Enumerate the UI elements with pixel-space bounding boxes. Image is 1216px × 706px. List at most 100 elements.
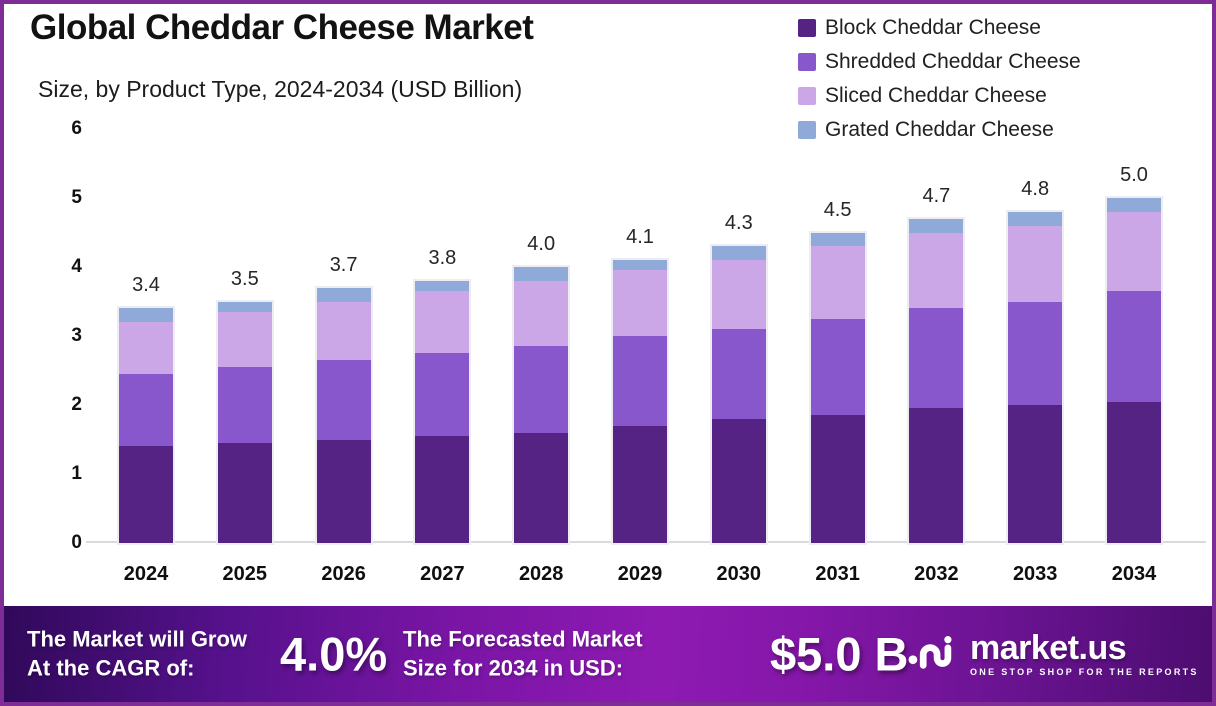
cagr-label: The Market will Grow At the CAGR of:	[27, 625, 247, 682]
legend-swatch-icon	[798, 120, 816, 139]
y-axis-tick: 6	[71, 118, 82, 139]
x-axis-tick-2025: 2025	[222, 563, 268, 585]
y-axis-tick: 5	[71, 187, 82, 208]
bar-segment-block-2024	[119, 446, 173, 543]
bar-2030	[709, 244, 768, 545]
bar-segment-grated-2034	[1107, 198, 1161, 212]
bar-2028	[512, 265, 571, 545]
total-label-2024: 3.4	[132, 274, 160, 297]
x-axis-tick-2030: 2030	[716, 563, 762, 585]
bar-segment-block-2030	[711, 418, 766, 543]
bar-segment-block-2028	[514, 432, 569, 543]
bar-segment-shredded-2025	[217, 367, 272, 443]
total-label-2030: 4.3	[724, 212, 753, 235]
bar-segment-grated-2027	[415, 280, 470, 292]
legend-swatch-icon	[798, 18, 816, 37]
bar-2029	[611, 258, 669, 545]
bar-2025	[215, 299, 274, 545]
legend-label: Block Cheddar Cheese	[825, 15, 1041, 39]
x-axis-tick-2027: 2027	[420, 563, 465, 585]
brand-text: market.us ONE STOP SHOP FOR THE REPORTS	[970, 631, 1199, 677]
bar-segment-sliced-2034	[1107, 211, 1161, 292]
bar-segment-grated-2030	[711, 246, 766, 261]
x-axis-tick-2031: 2031	[815, 563, 860, 585]
legend-item: Grated Cheddar Cheese	[798, 118, 1081, 141]
bar-segment-shredded-2032	[909, 308, 964, 409]
brand-logo: market.us ONE STOP SHOP FOR THE REPORTS	[908, 631, 1199, 677]
x-axis-tick-2024: 2024	[123, 563, 169, 585]
bar-segment-sliced-2032	[909, 232, 964, 309]
total-label-2031: 4.5	[823, 198, 852, 221]
bar-segment-sliced-2024	[119, 322, 173, 374]
bar-2031	[808, 230, 867, 545]
y-axis-tick: 2	[71, 394, 82, 415]
y-axis-tick: 3	[71, 325, 82, 346]
bar-segment-sliced-2030	[711, 260, 766, 330]
total-label-2032: 4.7	[922, 184, 951, 207]
bar-segment-sliced-2025	[217, 311, 272, 368]
total-label-2025: 3.5	[230, 267, 259, 290]
legend-item: Shredded Cheddar Cheese	[798, 50, 1081, 73]
x-axis-tick-2029: 2029	[617, 563, 663, 585]
legend-label: Shredded Cheddar Cheese	[825, 49, 1081, 73]
bar-2032	[907, 216, 966, 545]
bar-segment-shredded-2027	[415, 353, 470, 437]
bar-2034	[1105, 196, 1163, 545]
forecast-value: $5.0 B	[770, 627, 909, 681]
forecast-label-line1: The Forecasted Market	[403, 626, 643, 652]
x-axis-tick-2032: 2032	[914, 563, 959, 585]
bar-segment-grated-2025	[217, 301, 272, 312]
y-axis-tick: 4	[71, 256, 82, 277]
bar-segment-sliced-2029	[613, 270, 667, 337]
total-label-2027: 3.8	[428, 246, 457, 269]
bar-segment-shredded-2029	[613, 336, 667, 426]
total-label-2028: 4.0	[527, 233, 556, 255]
bar-segment-shredded-2024	[119, 373, 173, 447]
bar-2024	[117, 306, 175, 545]
forecast-label: The Forecasted Market Size for 2034 in U…	[403, 625, 643, 682]
total-label-2029: 4.1	[626, 226, 654, 249]
bar-2027	[413, 278, 472, 545]
legend-swatch-icon	[798, 52, 816, 71]
bar-segment-block-2034	[1107, 401, 1161, 543]
cagr-label-line2: At the CAGR of:	[27, 655, 195, 680]
bar-segment-shredded-2028	[514, 346, 569, 433]
bar-segment-shredded-2026	[316, 360, 371, 440]
bar-segment-block-2025	[217, 442, 272, 543]
bar-segment-grated-2032	[909, 218, 964, 233]
bar-segment-sliced-2026	[316, 301, 371, 361]
brand-name: market.us	[970, 629, 1127, 667]
brand-tagline: ONE STOP SHOP FOR THE REPORTS	[970, 667, 1199, 677]
legend-swatch-icon	[798, 86, 816, 105]
bar-segment-sliced-2027	[415, 291, 470, 354]
bar-segment-sliced-2031	[810, 246, 865, 319]
bar-segment-block-2031	[810, 415, 865, 543]
total-label-2034: 5.0	[1120, 164, 1148, 186]
bar-segment-grated-2024	[119, 308, 173, 323]
legend-item: Sliced Cheddar Cheese	[798, 84, 1081, 107]
bar-segment-grated-2031	[810, 232, 865, 247]
footer-banner: The Market will Grow At the CAGR of: 4.0…	[4, 606, 1212, 702]
marketus-logo-icon	[908, 634, 960, 675]
bar-segment-sliced-2033	[1008, 225, 1063, 302]
page-title: Global Cheddar Cheese Market	[30, 8, 534, 47]
cagr-value: 4.0%	[280, 627, 388, 681]
bar-segment-block-2033	[1008, 405, 1063, 543]
legend-label: Sliced Cheddar Cheese	[825, 83, 1047, 107]
bar-segment-grated-2026	[316, 287, 371, 302]
bar-segment-shredded-2033	[1008, 301, 1063, 405]
legend-item: Block Cheddar Cheese	[798, 16, 1081, 39]
bar-segment-shredded-2030	[711, 329, 766, 419]
cagr-label-line1: The Market will Grow	[27, 626, 248, 652]
bar-segment-block-2026	[316, 439, 371, 543]
page-subtitle: Size, by Product Type, 2024-2034 (USD Bi…	[38, 76, 523, 102]
bar-segment-block-2032	[909, 408, 964, 543]
x-axis-tick-2028: 2028	[518, 563, 564, 585]
bar-segment-grated-2029	[613, 260, 667, 271]
bar-segment-shredded-2031	[810, 318, 865, 416]
x-axis-tick-2033: 2033	[1012, 563, 1058, 585]
x-axis-tick-2026: 2026	[321, 563, 366, 585]
legend-label: Grated Cheddar Cheese	[825, 117, 1054, 141]
bar-segment-grated-2033	[1008, 211, 1063, 226]
